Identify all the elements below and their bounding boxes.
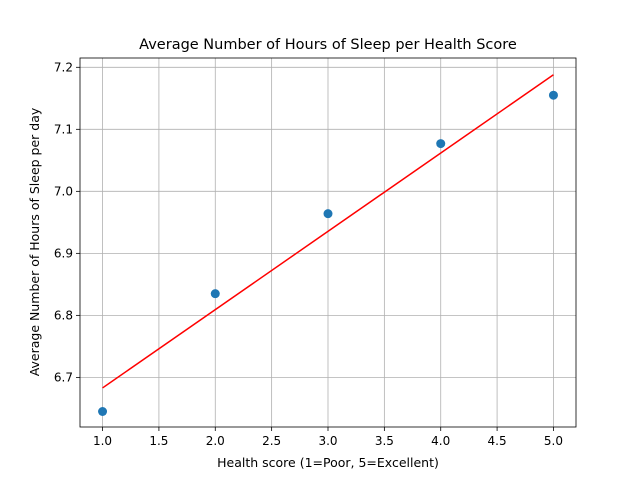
data-point: [323, 209, 333, 219]
x-tick-label: 1.0: [93, 434, 112, 448]
data-point: [548, 90, 558, 100]
data-point: [210, 289, 220, 299]
x-axis-label: Health score (1=Poor, 5=Excellent): [217, 455, 439, 470]
y-tick-label: 6.9: [54, 246, 73, 260]
chart-title: Average Number of Hours of Sleep per Hea…: [139, 37, 517, 53]
data-point: [98, 406, 108, 416]
y-axis-ticks: 6.7 6.8 6.9 7.0 7.1 7.2: [54, 60, 80, 384]
trend-line-group: [102, 74, 554, 389]
x-tick-label: 4.5: [488, 434, 507, 448]
data-points: [98, 90, 558, 416]
x-tick-label: 2.5: [262, 434, 281, 448]
y-tick-label: 7.2: [54, 60, 73, 74]
y-tick-label: 7.1: [54, 122, 73, 136]
x-tick-label: 5.0: [544, 434, 563, 448]
x-axis-ticks: 1.0 1.5 2.0 2.5 3.0 3.5 4.0 4.5 5.0: [93, 427, 563, 448]
y-tick-label: 6.8: [54, 308, 73, 322]
x-tick-label: 3.5: [375, 434, 394, 448]
x-tick-label: 3.0: [318, 434, 337, 448]
y-tick-label: 6.7: [54, 370, 73, 384]
x-tick-label: 1.5: [149, 434, 168, 448]
y-axis-label: Average Number of Hours of Sleep per day: [27, 107, 42, 376]
data-point: [436, 139, 446, 149]
x-tick-label: 2.0: [206, 434, 225, 448]
y-tick-label: 7.0: [54, 184, 73, 198]
grid-lines: [80, 58, 576, 427]
trend-line: [102, 74, 554, 389]
x-tick-label: 4.0: [431, 434, 450, 448]
